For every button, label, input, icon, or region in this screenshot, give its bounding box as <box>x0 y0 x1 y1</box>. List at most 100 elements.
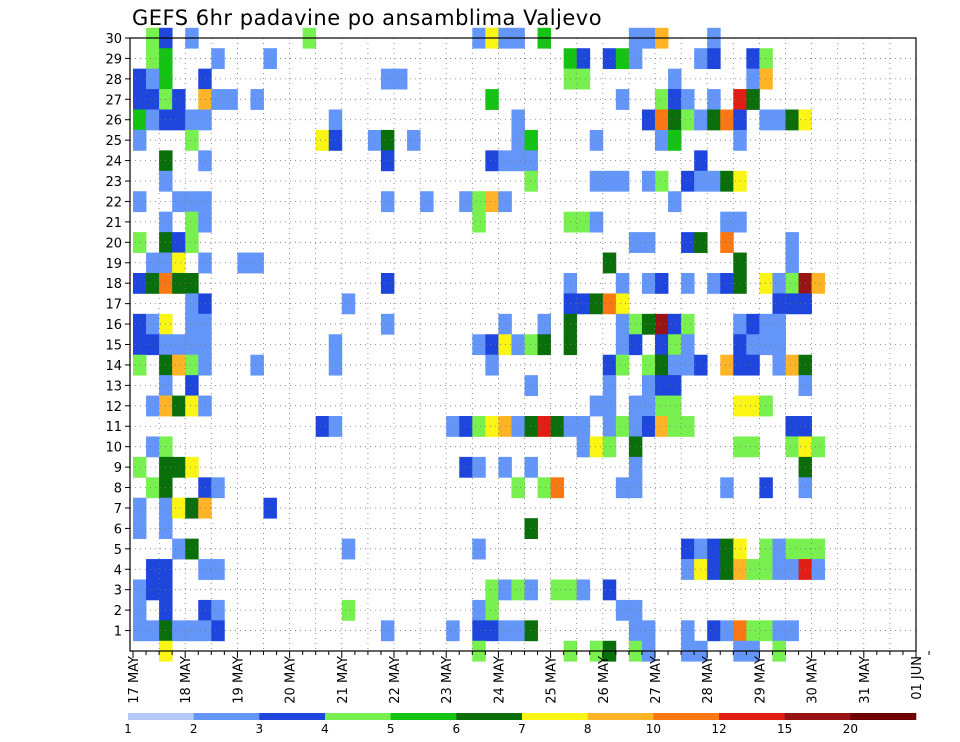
y-tick-label: 5 <box>114 543 122 558</box>
heatmap-cell <box>668 68 682 90</box>
y-tick-label: 20 <box>105 236 122 251</box>
heatmap-cell <box>668 129 682 151</box>
heatmap-cell <box>146 620 160 642</box>
heatmap-cell <box>133 191 147 213</box>
x-tick-label: 17 MAY <box>127 656 142 704</box>
heatmap-cell <box>707 538 721 560</box>
heatmap-cell <box>759 109 773 131</box>
y-tick-label: 1 <box>114 625 122 640</box>
y-tick-label: 23 <box>105 175 122 190</box>
heatmap-cell <box>720 232 734 253</box>
heatmap-cell <box>772 334 786 356</box>
heatmap-cell <box>511 477 525 499</box>
heatmap-cell <box>720 477 734 499</box>
heatmap-cell <box>655 109 669 131</box>
colorbar-swatch <box>653 713 720 720</box>
heatmap-cell <box>472 538 486 560</box>
heatmap-cell <box>250 252 264 274</box>
y-tick-label: 14 <box>105 359 122 374</box>
heatmap-cell <box>615 272 630 294</box>
heatmap-cell <box>641 272 656 294</box>
y-tick-label: 6 <box>114 522 122 537</box>
heatmap-cell <box>602 354 617 376</box>
heatmap-cell <box>537 416 551 437</box>
colorbar-swatch <box>456 713 523 720</box>
heatmap-cell <box>146 559 160 580</box>
x-tick-label: 26 MAY <box>597 656 612 704</box>
y-tick-label: 3 <box>114 584 122 599</box>
heatmap-cell <box>602 48 617 70</box>
heatmap-cell <box>524 170 538 192</box>
heatmap-cell <box>367 129 382 151</box>
heatmap-cell <box>237 252 251 274</box>
heatmap-cell <box>537 334 551 356</box>
heatmap-cell <box>759 620 773 642</box>
heatmap-cell <box>198 293 212 315</box>
heatmap-cell <box>681 416 695 437</box>
heatmap-cell <box>537 477 551 499</box>
heatmap-cell <box>707 48 721 70</box>
heatmap-cell <box>681 313 695 335</box>
heatmap-cell <box>602 416 617 437</box>
heatmap-cell <box>720 559 734 580</box>
heatmap-cell <box>485 150 499 172</box>
heatmap-cell <box>641 620 656 642</box>
colorbar-swatch <box>522 713 588 720</box>
heatmap-cell <box>146 109 160 131</box>
x-tick-label: 20 MAY <box>284 656 299 704</box>
heatmap-cell <box>172 395 186 417</box>
heatmap-cell <box>589 436 604 458</box>
colorbar-swatch <box>850 713 917 720</box>
x-tick-label: 28 MAY <box>701 656 716 704</box>
heatmap-cell <box>772 109 786 131</box>
heatmap-cell <box>380 129 395 151</box>
heatmap-cell <box>185 497 199 519</box>
heatmap-cell <box>315 416 330 437</box>
y-tick-label: 17 <box>105 298 122 313</box>
y-tick-label: 2 <box>114 604 122 619</box>
heatmap-cell <box>772 293 786 315</box>
heatmap-cell <box>655 416 669 437</box>
heatmap-cell <box>511 620 525 642</box>
heatmap-cell <box>133 456 147 478</box>
y-tick-label: 30 <box>105 32 122 47</box>
heatmap-cell <box>185 211 199 233</box>
colorbar-swatch <box>587 713 654 720</box>
heatmap-cell <box>668 395 682 417</box>
colorbar-swatch <box>784 713 851 720</box>
heatmap-cell <box>133 109 147 131</box>
heatmap-cell <box>668 354 682 376</box>
heatmap-cell <box>668 313 682 335</box>
heatmap-cell <box>341 538 356 560</box>
heatmap-cell <box>185 538 199 560</box>
heatmap-cell <box>133 68 147 90</box>
heatmap-cell <box>785 538 799 560</box>
heatmap-cell <box>759 313 773 335</box>
y-tick-label: 18 <box>105 277 122 292</box>
colorbar-label: 2 <box>190 722 198 736</box>
heatmap-cell <box>655 170 669 192</box>
colorbar-label: 8 <box>584 722 592 736</box>
heatmap-cell <box>746 89 760 110</box>
heatmap-cell <box>720 354 734 376</box>
heatmap-cell <box>172 191 186 213</box>
heatmap-cell <box>380 191 395 213</box>
heatmap-cell <box>615 293 630 315</box>
colorbar-label: 15 <box>777 722 792 736</box>
heatmap-cell <box>211 89 225 110</box>
heatmap-cell <box>681 620 695 642</box>
heatmap-cell <box>511 334 525 356</box>
heatmap-cell <box>655 334 669 356</box>
heatmap-cell <box>550 477 565 499</box>
heatmap-cell <box>172 232 186 253</box>
heatmap-cell <box>341 599 356 621</box>
heatmap-cell <box>185 354 199 376</box>
x-tick-label: 18 MAY <box>179 656 194 704</box>
heatmap-cell <box>720 620 734 642</box>
colorbar-swatch <box>390 713 457 720</box>
heatmap-cell <box>211 599 225 621</box>
colorbar-label: 4 <box>321 722 329 736</box>
heatmap-cell <box>407 129 421 151</box>
heatmap-cell <box>681 334 695 356</box>
heatmap-cell <box>681 89 695 110</box>
